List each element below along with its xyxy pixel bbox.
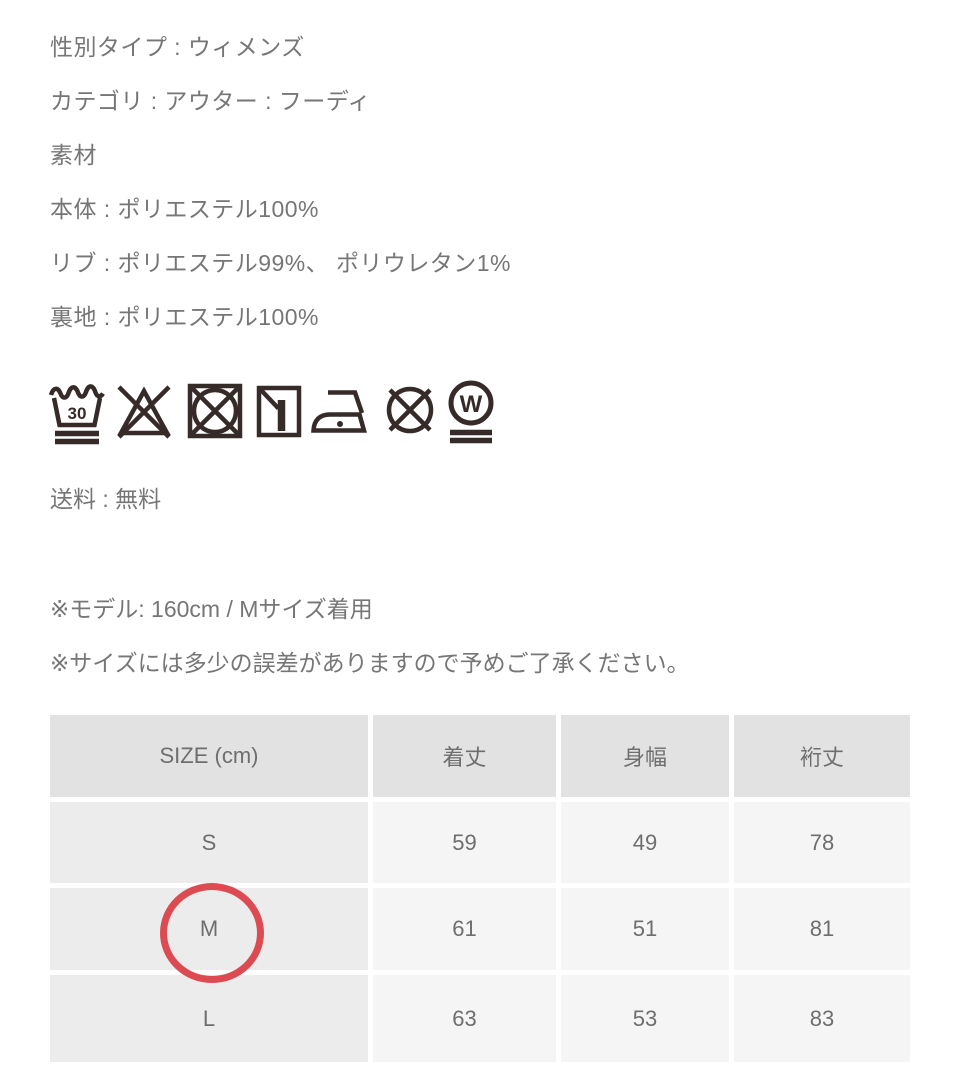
size-table-header-sleeve: 裄丈 — [734, 715, 910, 797]
svg-text:W: W — [460, 391, 483, 418]
size-l-length: 63 — [373, 975, 556, 1062]
wet-clean-very-gentle-icon: W — [448, 380, 494, 444]
size-table-header-size: SIZE (cm) — [50, 715, 368, 797]
spec-material-heading: 素材 — [50, 142, 97, 168]
note-tolerance: ※サイズには多少の誤差がありますので予めご了承ください。 — [50, 650, 690, 676]
spec-material-rib: リブ : ポリエステル99%、 ポリウレタン1% — [50, 250, 511, 276]
size-l-sleeve: 83 — [734, 975, 910, 1062]
size-notes: ※モデル: 160cm / Mサイズ着用 ※サイズには多少の誤差がありますので予… — [50, 582, 690, 690]
size-table-row-m: M 61 51 81 — [50, 883, 910, 983]
line-dry-in-shade-icon — [256, 385, 302, 438]
size-table-row-s: S 59 49 78 — [50, 802, 910, 883]
size-chart-table: SIZE (cm) 着丈 身幅 裄丈 S 59 49 78 M 61 51 81 — [45, 710, 915, 1067]
spec-material-body: 本体 : ポリエステル100% — [50, 196, 319, 222]
shipping-line: 送料 : 無料 — [50, 486, 162, 512]
iron-low-heat-icon — [311, 390, 367, 433]
product-spec-list: 性別タイプ : ウィメンズ カテゴリ : アウター : フーディ 素材 本体 :… — [50, 20, 511, 344]
size-m-length: 61 — [373, 888, 556, 970]
svg-text:30: 30 — [68, 404, 87, 423]
size-label-m: M — [50, 883, 368, 983]
size-s-length: 59 — [373, 802, 556, 883]
size-m-sleeve: 81 — [734, 888, 910, 970]
size-s-sleeve: 78 — [734, 802, 910, 883]
size-table-row-l: L 63 53 83 — [50, 975, 910, 1062]
size-table-header-row: SIZE (cm) 着丈 身幅 裄丈 — [50, 715, 910, 797]
do-not-bleach-icon — [117, 385, 171, 439]
spec-material-lining: 裏地 : ポリエステル100% — [50, 304, 319, 330]
spec-category: カテゴリ : アウター : フーディ — [50, 88, 372, 114]
spec-gender-type: 性別タイプ : ウィメンズ — [50, 34, 305, 60]
do-not-dry-clean-icon — [386, 386, 434, 434]
size-l-width: 53 — [561, 975, 729, 1062]
size-m-width: 51 — [561, 888, 729, 970]
size-s-width: 49 — [561, 802, 729, 883]
size-label-s: S — [50, 802, 368, 883]
do-not-tumble-dry-icon — [187, 383, 243, 439]
laundry-care-symbols-row: 30 W — [48, 378, 496, 448]
note-model: ※モデル: 160cm / Mサイズ着用 — [50, 596, 373, 622]
size-label-l: L — [50, 975, 368, 1062]
wash-30-very-gentle-icon: 30 — [48, 384, 105, 445]
size-table-header-length: 着丈 — [373, 715, 556, 797]
size-label-m-text: M — [199, 916, 219, 941]
size-table-header-width: 身幅 — [561, 715, 729, 797]
